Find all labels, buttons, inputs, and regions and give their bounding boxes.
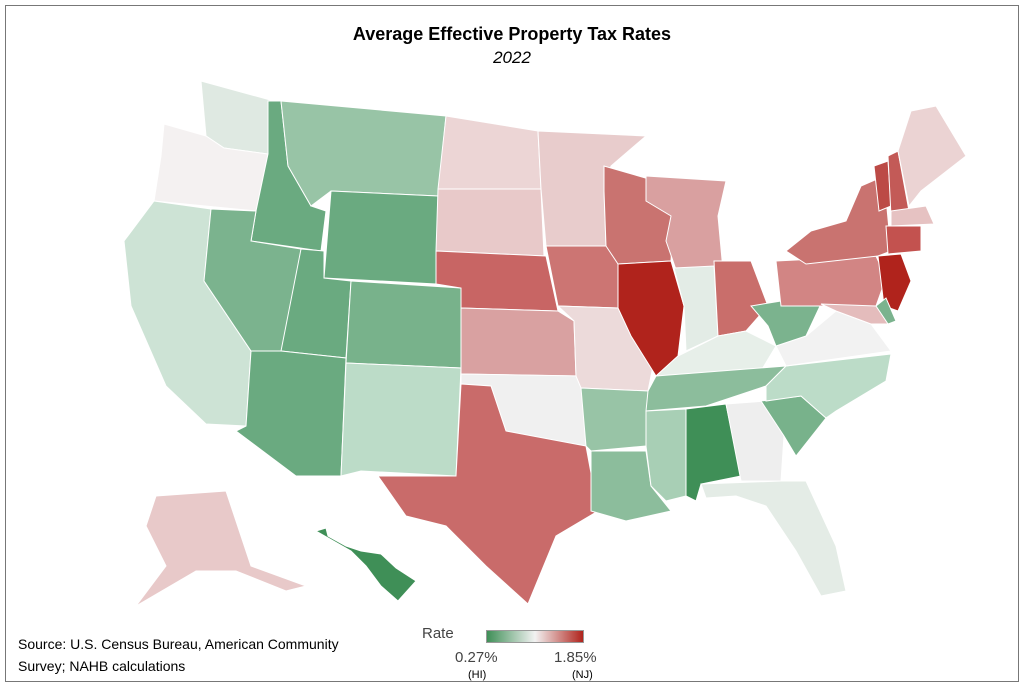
state-nm [340, 362, 462, 477]
state-ny [785, 175, 892, 265]
state-pa [775, 255, 887, 307]
state-mt [280, 100, 447, 207]
state-oh [713, 260, 769, 337]
legend-color-scale [486, 630, 584, 643]
state-ct [885, 225, 922, 255]
state-nd [437, 115, 542, 190]
map-figure: Average Effective Property Tax Rates 202… [5, 5, 1019, 682]
state-de [875, 297, 897, 325]
legend-min-state: (HI) [468, 669, 487, 681]
state-tx [377, 383, 599, 605]
map-title: Average Effective Property Tax Rates [352, 24, 672, 44]
us-choropleth-map [123, 80, 967, 607]
state-ma [890, 205, 935, 227]
state-la [590, 450, 672, 522]
source-note: Source: U.S. Census Bureau, American Com… [18, 636, 339, 674]
state-sd [435, 188, 545, 257]
state-co [345, 280, 462, 369]
state-ak [135, 490, 308, 607]
legend-title: Rate [422, 625, 454, 642]
state-nc [765, 353, 892, 419]
state-nj [877, 253, 912, 312]
state-hi [314, 527, 417, 602]
state-az [235, 350, 347, 477]
legend-min-value: 0.27% [455, 649, 498, 666]
map-subtitle: 2022 [493, 48, 531, 67]
legend-max-state: (NJ) [572, 669, 593, 681]
state-me [897, 105, 967, 208]
state-ga [725, 400, 785, 482]
state-md [820, 303, 893, 325]
state-wy [323, 190, 439, 285]
state-ms [645, 408, 687, 502]
state-fl [700, 480, 847, 597]
legend-max-value: 1.85% [554, 649, 597, 666]
state-ks [460, 307, 577, 377]
state-ar [580, 387, 649, 452]
